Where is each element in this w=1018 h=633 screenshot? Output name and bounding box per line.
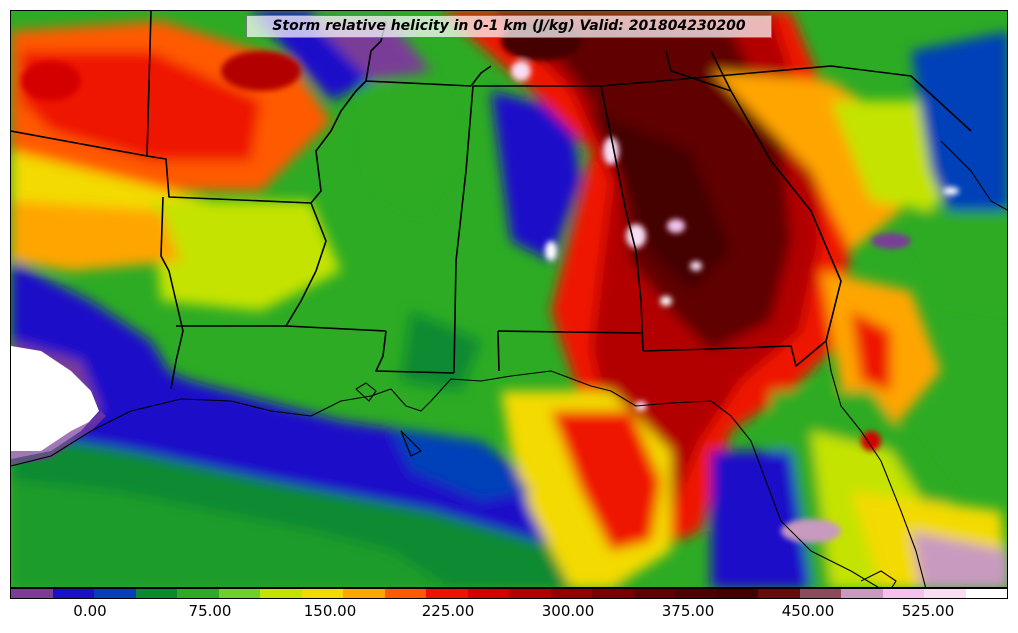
color-scale-segment <box>799 589 841 598</box>
map-panel <box>10 10 1008 588</box>
color-scale-segment <box>758 589 800 598</box>
color-scale-segment <box>301 589 343 598</box>
helicity-field-map <box>11 11 1007 587</box>
color-scale-tick-label: 375.00 <box>661 602 715 620</box>
color-scale-segment <box>94 589 136 598</box>
color-scale-tick-label: 225.00 <box>421 602 475 620</box>
color-scale-segment <box>633 589 675 598</box>
color-scale-tick-label: 300.00 <box>541 602 595 620</box>
color-scale-segment <box>260 589 302 598</box>
color-scale-segment <box>218 589 260 598</box>
color-scale-tick-label: 75.00 <box>188 602 232 620</box>
color-scale-segment <box>11 589 53 598</box>
map-title: Storm relative helicity in 0-1 km (J/kg)… <box>246 15 772 38</box>
color-scale-tick-label: 150.00 <box>303 602 357 620</box>
color-scale-tick-label: 450.00 <box>781 602 835 620</box>
color-scale-segment <box>965 589 1007 598</box>
color-scale-segment <box>882 589 924 598</box>
color-scale-segment <box>924 589 966 598</box>
color-scale-segment <box>52 589 94 598</box>
color-scale-segment <box>716 589 758 598</box>
color-scale-segment <box>509 589 551 598</box>
color-scale-segment <box>343 589 385 598</box>
color-scale-segment <box>841 589 883 598</box>
color-scale-segment <box>426 589 468 598</box>
color-scale-segment <box>135 589 177 598</box>
color-scale-segment <box>592 589 634 598</box>
color-scale-segment <box>550 589 592 598</box>
color-scale-tick-label: 525.00 <box>901 602 955 620</box>
color-scale-segment <box>384 589 426 598</box>
color-scale-tick-label: 0.00 <box>73 602 107 620</box>
color-scale-segment <box>675 589 717 598</box>
color-scale-segment <box>467 589 509 598</box>
color-scale-segment <box>177 589 219 598</box>
color-scale-bar <box>10 588 1008 599</box>
